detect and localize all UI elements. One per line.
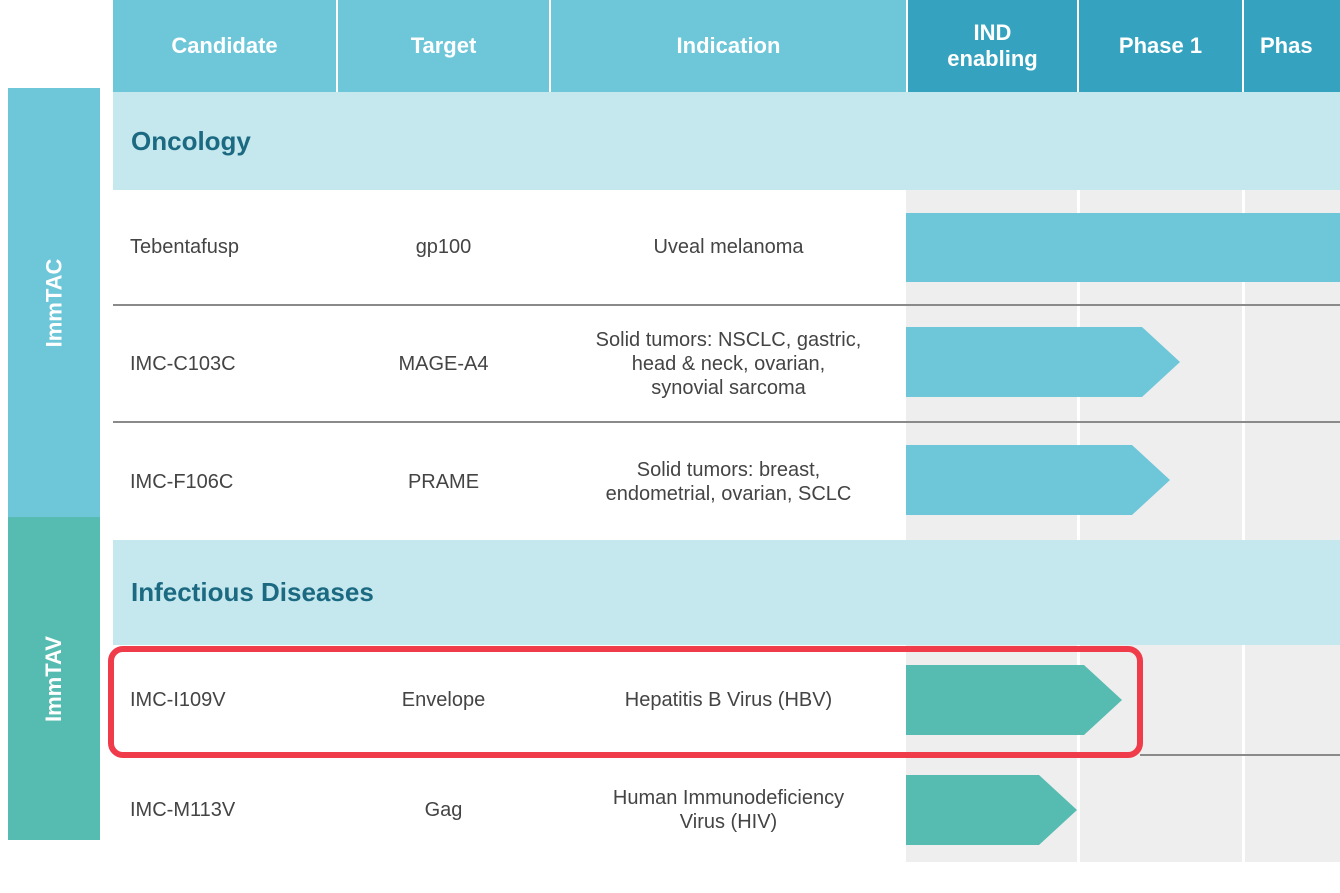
column-divider <box>1077 190 1080 862</box>
indication-cell: Hepatitis B Virus (HBV) <box>551 645 906 755</box>
candidate-cell: Tebentafusp <box>130 190 330 304</box>
indication-line: Solid tumors: breast, <box>636 458 821 481</box>
indication-line: endometrial, ovarian, SCLC <box>605 482 852 505</box>
highlight-box <box>108 646 1143 758</box>
candidate-cell: IMC-F106C <box>130 423 330 540</box>
candidate-cell: IMC-I109V <box>130 645 330 755</box>
target-cell: Gag <box>338 757 549 862</box>
target-text: Gag <box>424 798 463 821</box>
target-cell: Envelope <box>338 645 549 755</box>
target-cell: MAGE-A4 <box>338 306 549 421</box>
target-text: gp100 <box>415 236 472 258</box>
indication-line: Human Immunodeficiency <box>612 786 845 809</box>
header-cell: Candidate <box>113 0 336 92</box>
candidate-cell: IMC-C103C <box>130 306 330 421</box>
phase-background <box>906 190 1340 862</box>
target-text: MAGE-A4 <box>398 352 489 375</box>
target-text: Envelope <box>401 689 486 711</box>
indication-line: Uveal melanoma <box>653 236 804 258</box>
target-text: PRAME <box>407 470 480 493</box>
header-text: Target <box>410 33 477 58</box>
indication-cell: Solid tumors: breast, endometrial, ovaria… <box>551 423 906 540</box>
candidate-text: IMC-M113V <box>130 798 236 821</box>
group-label: ImmTAC <box>8 88 100 517</box>
section-header: Oncology <box>113 92 1340 190</box>
section-header: Infectious Diseases <box>113 540 1340 645</box>
header-text: Candidate <box>171 33 278 58</box>
header-text: Phas <box>1260 33 1313 58</box>
section-text: Oncology <box>131 125 251 156</box>
indication-cell: Human Immunodeficiency Virus (HIV) <box>551 757 906 862</box>
candidate-text: IMC-I109V <box>130 689 226 711</box>
progress-arrow <box>906 327 1180 397</box>
header-text: enabling <box>947 46 1038 71</box>
row-divider <box>113 304 1340 306</box>
target-cell: PRAME <box>338 423 549 540</box>
header-cell: Indication <box>551 0 906 92</box>
candidate-text: IMC-C103C <box>130 352 236 375</box>
header-text: IND <box>973 20 1012 45</box>
candidate-text: IMC-F106C <box>130 470 234 493</box>
header-cell: Phas <box>1244 0 1340 92</box>
progress-arrow <box>906 445 1170 515</box>
candidate-cell: IMC-M113V <box>130 757 330 862</box>
header-cell: Target <box>338 0 549 92</box>
indication-cell: Uveal melanoma <box>551 190 906 304</box>
indication-line: head & neck, ovarian, <box>631 352 826 375</box>
indication-line: synovial sarcoma <box>651 376 806 399</box>
header-cell: IND enabling <box>908 0 1077 92</box>
indication-cell: Solid tumors: NSCLC, gastric, head & neck… <box>551 306 906 421</box>
row-divider <box>1140 754 1340 756</box>
column-divider <box>1242 190 1245 862</box>
indication-line: Hepatitis B Virus (HBV) <box>624 689 833 711</box>
section-text: Infectious Diseases <box>131 577 374 607</box>
progress-arrow <box>906 775 1077 845</box>
row-divider <box>113 421 1340 423</box>
header-text: Phase 1 <box>1118 33 1203 58</box>
indication-line: Virus (HIV) <box>679 810 778 833</box>
header-cell: Phase 1 <box>1079 0 1242 92</box>
header-text: Indication <box>676 33 781 58</box>
progress-arrow <box>906 665 1122 735</box>
group-label: ImmTAV <box>8 517 100 840</box>
candidate-text: Tebentafusp <box>130 236 239 258</box>
target-cell: gp100 <box>338 190 549 304</box>
indication-line: Solid tumors: NSCLC, gastric, <box>595 328 862 351</box>
progress-bar <box>906 213 1340 282</box>
